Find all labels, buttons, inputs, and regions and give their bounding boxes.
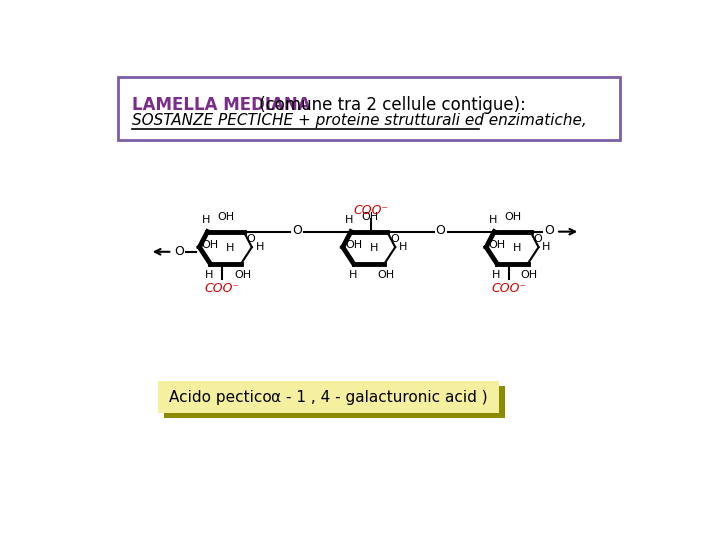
Text: OH: OH [361, 212, 378, 222]
Text: O: O [390, 234, 399, 245]
Text: OH: OH [504, 212, 521, 222]
Text: SOSTANZE PECTICHE + proteine strutturali ed enzimatiche,: SOSTANZE PECTICHE + proteine strutturali… [132, 113, 587, 129]
Text: H: H [345, 215, 354, 225]
Text: O: O [534, 234, 542, 245]
Text: LAMELLA MEDIANA: LAMELLA MEDIANA [132, 96, 310, 113]
Text: OH: OH [521, 269, 538, 280]
Text: OH: OH [217, 212, 235, 222]
FancyBboxPatch shape [158, 381, 499, 413]
Text: OH: OH [345, 240, 362, 250]
Text: (comune tra 2 cellule contigue):: (comune tra 2 cellule contigue): [254, 96, 526, 113]
Text: COO⁻: COO⁻ [204, 282, 240, 295]
Text: O: O [174, 245, 184, 258]
Text: O: O [292, 224, 302, 237]
Text: O: O [246, 234, 256, 245]
Text: COO⁻: COO⁻ [354, 204, 389, 217]
Text: H: H [488, 215, 497, 225]
Text: OH: OH [202, 240, 219, 250]
Text: OH: OH [488, 240, 505, 250]
Text: H: H [202, 215, 210, 225]
Text: Acido pectico: Acido pectico [169, 390, 272, 405]
FancyBboxPatch shape [118, 77, 620, 140]
Text: H: H [348, 269, 357, 280]
Text: H: H [542, 242, 551, 252]
FancyBboxPatch shape [163, 386, 505, 418]
Text: OH: OH [234, 269, 251, 280]
Text: H: H [205, 269, 214, 280]
Text: COO⁻: COO⁻ [492, 282, 527, 295]
Text: H: H [226, 243, 235, 253]
Text: H: H [513, 243, 521, 253]
Text: H: H [492, 269, 500, 280]
Text: OH: OH [377, 269, 395, 280]
Text: H: H [369, 243, 378, 253]
Text: H: H [256, 242, 264, 252]
Text: O: O [544, 225, 554, 238]
Text: H: H [399, 242, 407, 252]
Text: O: O [436, 224, 446, 237]
Text: α - 1 , 4 - galacturonic acid ): α - 1 , 4 - galacturonic acid ) [271, 390, 487, 405]
